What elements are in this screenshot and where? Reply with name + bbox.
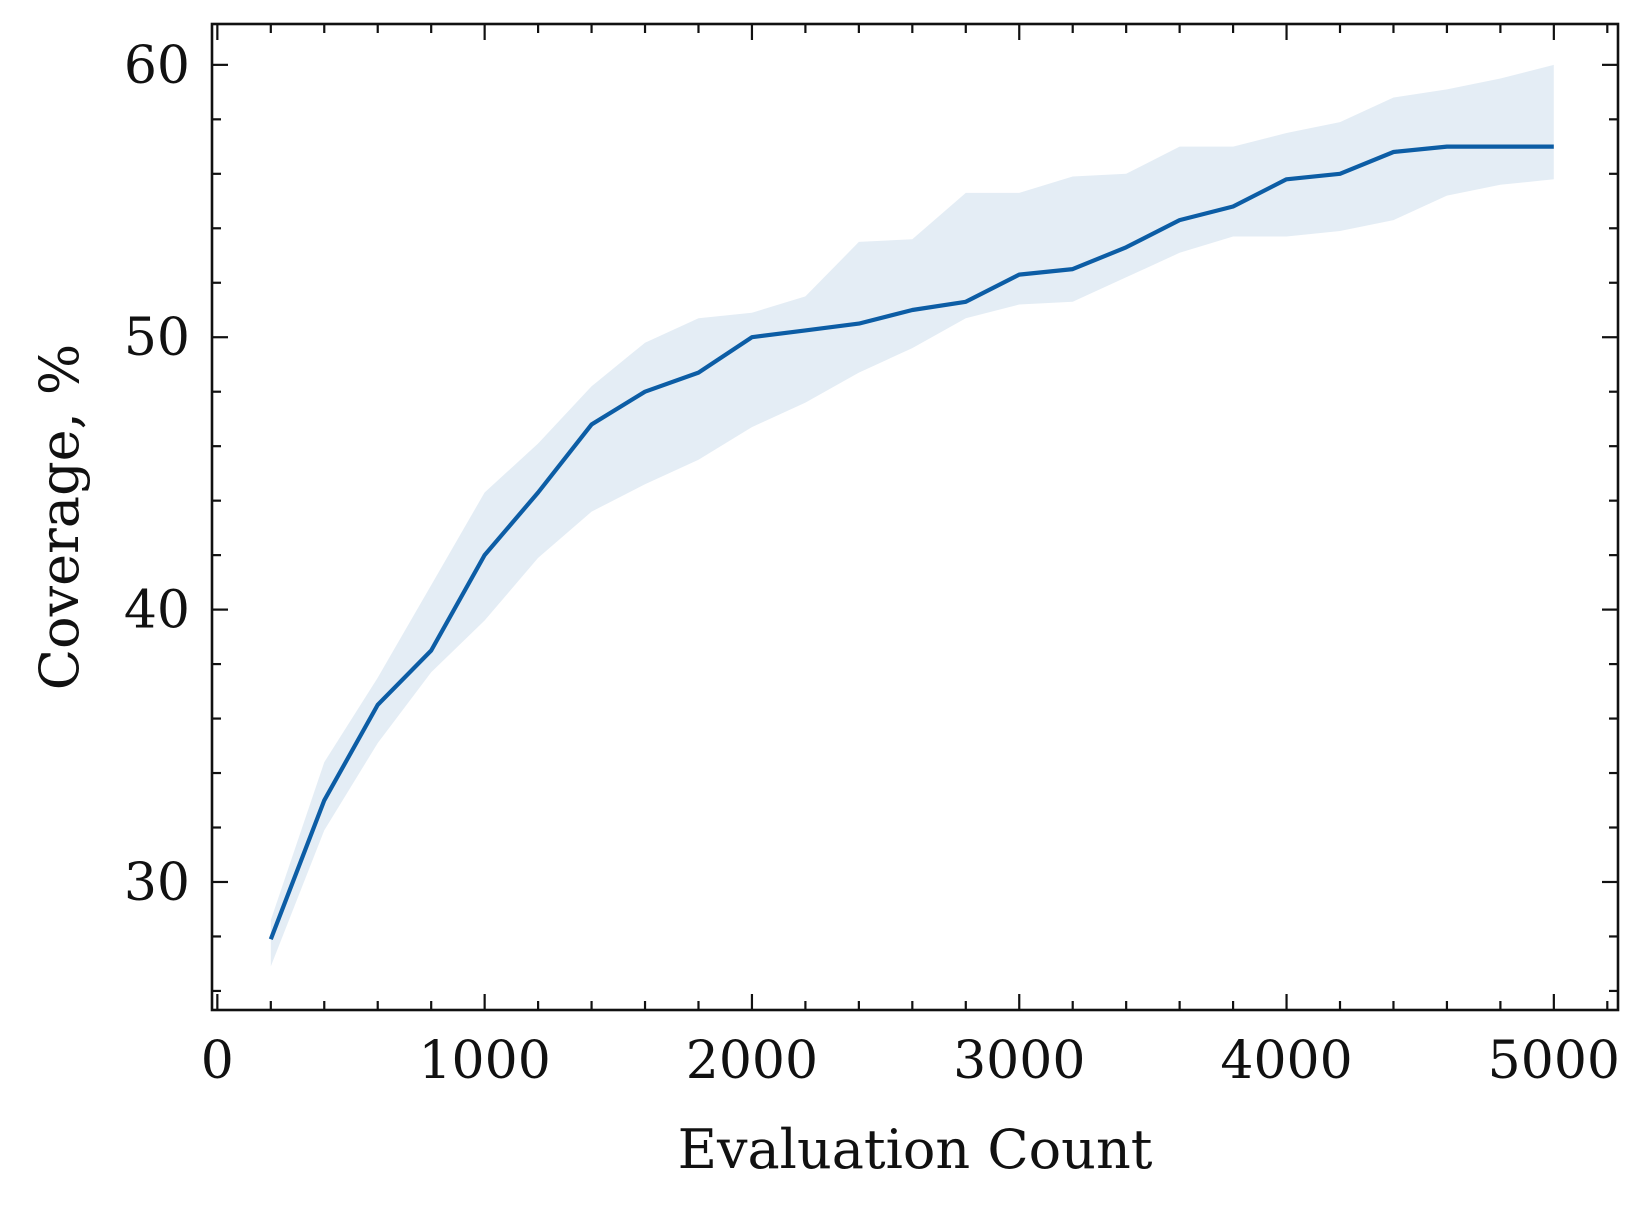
y-tick-label: 30 (124, 853, 190, 913)
y-tick-label: 40 (124, 581, 190, 641)
x-tick-label: 4000 (1220, 1031, 1352, 1091)
x-tick-label: 2000 (686, 1031, 818, 1091)
y-tick-label: 60 (124, 36, 190, 96)
y-tick-label: 50 (124, 308, 190, 368)
tick-labels: 0 1000 2000 3000 4000 5000 30 40 50 60 (124, 36, 1620, 1091)
axis-ticks (212, 24, 1618, 1010)
x-axis-label: Evaluation Count (678, 1118, 1153, 1181)
confidence-band-layer (270, 64, 1554, 967)
x-tick-label: 1000 (418, 1031, 550, 1091)
mean-line (268, 144, 1554, 940)
x-tick-label: 0 (201, 1031, 234, 1091)
confidence-band (270, 64, 1554, 967)
plot-frame (210, 22, 1620, 1012)
mean-line-layer (268, 144, 1554, 940)
y-axis-label: Coverage, % (28, 344, 91, 690)
x-tick-label: 3000 (953, 1031, 1085, 1091)
x-tick-label: 5000 (1488, 1031, 1620, 1091)
